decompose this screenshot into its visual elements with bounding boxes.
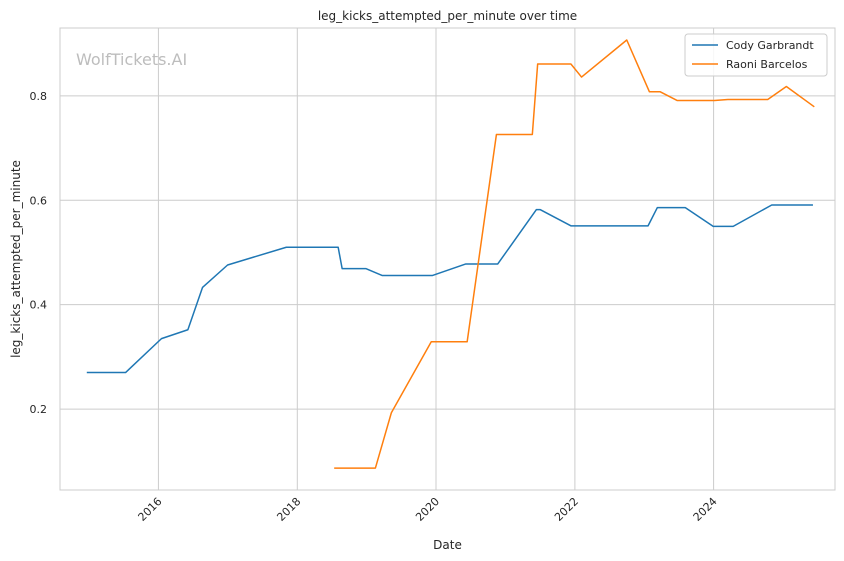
legend-label-cody-garbrandt: Cody Garbrandt: [726, 39, 814, 52]
data-point-cody-garbrandt: [771, 204, 773, 206]
data-point-cody-garbrandt: [535, 209, 537, 211]
watermark: WolfTickets.AI: [76, 50, 187, 69]
y-axis-label: leg_kicks_attempted_per_minute: [9, 160, 23, 358]
data-point-raoni-barcelos: [813, 106, 815, 108]
data-point-raoni-barcelos: [570, 63, 572, 65]
y-tick-label: 0.8: [30, 90, 48, 103]
data-point-cody-garbrandt: [656, 207, 658, 209]
data-point-cody-garbrandt: [812, 204, 814, 206]
data-point-cody-garbrandt: [285, 246, 287, 248]
y-tick-label: 0.4: [30, 299, 48, 312]
data-point-cody-garbrandt: [227, 264, 229, 266]
data-point-raoni-barcelos: [648, 91, 650, 93]
data-point-cody-garbrandt: [365, 268, 367, 270]
data-point-cody-garbrandt: [465, 263, 467, 265]
data-point-cody-garbrandt: [647, 225, 649, 227]
data-point-raoni-barcelos: [714, 100, 716, 102]
data-point-cody-garbrandt: [337, 246, 339, 248]
data-point-cody-garbrandt: [497, 263, 499, 265]
data-point-raoni-barcelos: [537, 63, 539, 65]
data-point-cody-garbrandt: [381, 274, 383, 276]
data-point-raoni-barcelos: [531, 133, 533, 135]
data-point-raoni-barcelos: [659, 91, 661, 93]
data-point-raoni-barcelos: [390, 412, 392, 414]
x-axis-label: Date: [433, 538, 462, 552]
data-point-raoni-barcelos: [374, 467, 376, 469]
data-point-raoni-barcelos: [767, 99, 769, 101]
data-point-raoni-barcelos: [495, 133, 497, 135]
data-point-raoni-barcelos: [626, 39, 628, 41]
data-point-cody-garbrandt: [187, 329, 189, 331]
grid: [60, 28, 835, 490]
data-point-cody-garbrandt: [86, 372, 88, 374]
series-layer: [86, 39, 815, 469]
data-point-raoni-barcelos: [581, 76, 583, 78]
data-point-raoni-barcelos: [466, 341, 468, 343]
data-point-cody-garbrandt: [341, 268, 343, 270]
data-point-cody-garbrandt: [732, 225, 734, 227]
series-line-cody-garbrandt: [86, 204, 813, 374]
data-point-raoni-barcelos: [333, 467, 335, 469]
data-point-cody-garbrandt: [570, 225, 572, 227]
data-point-cody-garbrandt: [712, 225, 714, 227]
data-point-cody-garbrandt: [539, 209, 541, 211]
data-point-cody-garbrandt: [684, 207, 686, 209]
y-tick-label: 0.2: [30, 403, 48, 416]
legend: Cody Garbrandt Raoni Barcelos: [684, 33, 828, 77]
plot-frame: [59, 27, 836, 491]
data-point-cody-garbrandt: [202, 286, 204, 288]
y-tick-labels: 0.2 0.4 0.6 0.8: [30, 90, 48, 416]
data-point-raoni-barcelos: [785, 85, 787, 87]
data-point-cody-garbrandt: [125, 372, 127, 374]
data-point-cody-garbrandt: [432, 274, 434, 276]
chart-title: leg_kicks_attempted_per_minute over time: [318, 9, 577, 23]
data-point-raoni-barcelos: [430, 341, 432, 343]
data-point-raoni-barcelos: [676, 100, 678, 102]
data-point-cody-garbrandt: [160, 338, 162, 340]
data-point-raoni-barcelos: [727, 99, 729, 101]
y-tick-label: 0.6: [30, 194, 48, 207]
series-line-raoni-barcelos: [334, 39, 815, 469]
legend-box: [684, 33, 828, 77]
legend-label-raoni-barcelos: Raoni Barcelos: [726, 58, 808, 71]
